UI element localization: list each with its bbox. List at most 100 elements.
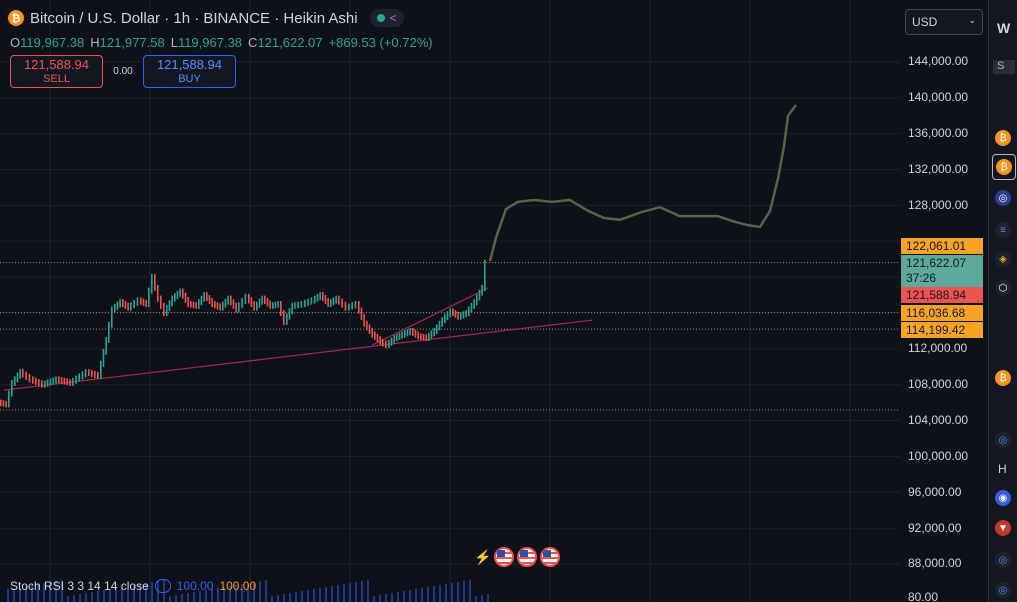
candle bbox=[190, 301, 192, 308]
candle bbox=[41, 380, 43, 388]
candle bbox=[32, 376, 34, 384]
candle bbox=[163, 302, 165, 316]
link-icon[interactable] bbox=[154, 579, 171, 593]
candle bbox=[88, 369, 90, 377]
candle bbox=[105, 336, 107, 355]
candle bbox=[184, 292, 187, 303]
candle bbox=[266, 298, 269, 307]
candle bbox=[272, 302, 274, 309]
candle bbox=[319, 292, 321, 300]
candle bbox=[452, 308, 454, 316]
coin-icon[interactable]: ₿ bbox=[995, 370, 1011, 386]
candle bbox=[203, 292, 205, 302]
candle bbox=[127, 302, 129, 311]
us-flag-event-icon[interactable] bbox=[540, 547, 561, 567]
candle bbox=[200, 295, 203, 306]
coin-icon[interactable]: ◉ bbox=[995, 490, 1011, 506]
coin-icon[interactable]: ≡ bbox=[995, 222, 1011, 238]
selected-watch-item[interactable]: ₿ bbox=[992, 154, 1016, 180]
candle bbox=[55, 376, 57, 384]
change-value: +869.53 (+0.72%) bbox=[328, 35, 433, 50]
candle bbox=[330, 299, 332, 308]
candle bbox=[16, 372, 19, 383]
coin-icon[interactable]: ◎ bbox=[995, 582, 1011, 598]
watchlist-symbol-tab[interactable]: S bbox=[993, 60, 1015, 74]
coin-icon[interactable]: ◎ bbox=[995, 190, 1011, 206]
candle bbox=[235, 302, 237, 313]
candle bbox=[441, 317, 443, 327]
price-axis-label: 132,000.00 bbox=[908, 162, 969, 176]
candle bbox=[300, 301, 303, 308]
candle bbox=[484, 259, 486, 291]
price-axis-label: 136,000.00 bbox=[908, 126, 969, 140]
candle bbox=[124, 301, 127, 309]
sell-button[interactable]: 121,588.94 SELL bbox=[10, 55, 103, 88]
candle bbox=[253, 301, 255, 311]
candle bbox=[133, 299, 135, 309]
coin-icon[interactable]: ⬡ bbox=[995, 280, 1011, 296]
candle bbox=[142, 298, 145, 306]
buy-label: BUY bbox=[178, 73, 201, 85]
candle bbox=[274, 301, 277, 309]
candle bbox=[60, 377, 63, 384]
candle bbox=[465, 310, 467, 318]
candle bbox=[19, 369, 21, 379]
coin-icon[interactable]: ◎ bbox=[995, 432, 1011, 448]
market-status-pill[interactable]: < bbox=[369, 9, 404, 27]
candle bbox=[327, 298, 329, 308]
candle bbox=[314, 295, 316, 304]
trade-panel: 121,588.94 SELL 0.00 121,588.94 BUY bbox=[10, 55, 236, 88]
buy-price: 121,588.94 bbox=[156, 57, 223, 72]
coin-icon[interactable]: ▼ bbox=[995, 520, 1011, 536]
flash-icon[interactable]: ⚡ bbox=[474, 548, 492, 565]
candle bbox=[478, 289, 481, 301]
candle bbox=[91, 370, 93, 377]
currency-value: USD bbox=[912, 15, 938, 29]
bitcoin-icon[interactable]: ₿ bbox=[995, 130, 1011, 146]
us-flag-event-icon[interactable] bbox=[517, 547, 538, 567]
coin-icon[interactable]: ◎ bbox=[995, 552, 1011, 568]
candle bbox=[222, 301, 224, 311]
candle bbox=[481, 284, 483, 296]
candle bbox=[425, 334, 427, 342]
share-icon: < bbox=[389, 11, 397, 25]
candle bbox=[14, 376, 16, 386]
price-chart[interactable] bbox=[0, 0, 900, 602]
candle bbox=[78, 373, 80, 382]
candle bbox=[35, 377, 37, 386]
candle bbox=[211, 298, 213, 308]
candle bbox=[390, 337, 393, 346]
candle bbox=[2, 400, 5, 407]
us-flag-event-icon[interactable] bbox=[494, 547, 515, 567]
watchlist-symbol[interactable]: H bbox=[998, 462, 1007, 476]
high-value: 121,977.58 bbox=[99, 35, 165, 50]
currency-select[interactable]: USD ⌄ bbox=[905, 9, 983, 35]
bar-countdown: 37:26 bbox=[906, 271, 937, 285]
candle bbox=[102, 348, 105, 367]
candle bbox=[428, 332, 430, 342]
stoch-rsi-legend[interactable]: Stoch RSI 3 3 14 14 close 100.00 100.00 bbox=[10, 579, 256, 593]
price-axis-label: 108,000.00 bbox=[908, 377, 969, 391]
candle bbox=[25, 371, 27, 380]
price-axis-label: 96,000.00 bbox=[908, 485, 962, 499]
candle bbox=[344, 301, 347, 311]
watchlist-header: W bbox=[997, 20, 1011, 36]
candle bbox=[417, 331, 419, 340]
candle bbox=[283, 310, 285, 325]
buy-button[interactable]: 121,588.94 BUY bbox=[143, 55, 236, 88]
candle bbox=[241, 298, 243, 309]
sell-price: 121,588.94 bbox=[23, 57, 90, 72]
candle bbox=[444, 314, 446, 324]
watchlist-panel[interactable]: W S ₿ ₿ ◎ ≡ ◈ ⬡ ₿ ◎ H ◉ ▼ ◎ ◎ bbox=[988, 0, 1017, 602]
candle bbox=[446, 311, 449, 321]
symbol-header[interactable]: ₿ Bitcoin / U.S. Dollar · 1h · BINANCE ·… bbox=[8, 9, 404, 27]
candle bbox=[187, 296, 189, 308]
candle bbox=[244, 293, 247, 305]
candle bbox=[398, 332, 401, 340]
candle bbox=[160, 295, 162, 309]
coin-icon[interactable]: ◈ bbox=[995, 251, 1011, 267]
candle bbox=[232, 299, 235, 309]
candle bbox=[430, 330, 433, 339]
candle bbox=[436, 324, 438, 334]
close-value: 121,622.07 bbox=[257, 35, 323, 50]
